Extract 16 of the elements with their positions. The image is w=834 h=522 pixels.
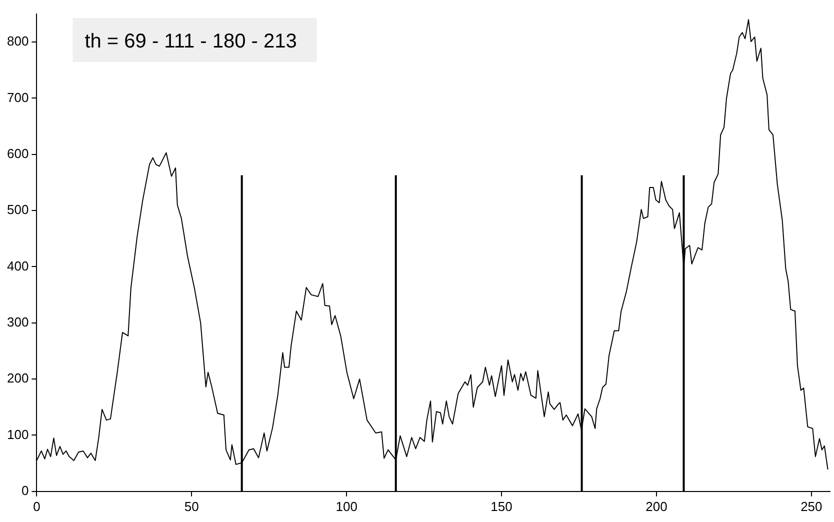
x-tick-label: 200 — [646, 498, 668, 514]
y-tick-label: 700 — [6, 90, 29, 105]
annotation: th = 69 - 111 - 180 - 213 — [84, 30, 297, 53]
y-tick-label: 100 — [6, 426, 29, 442]
y-tick-label: 0 — [21, 482, 29, 498]
y-tick-label: 300 — [6, 314, 29, 330]
y-tick-label: 800 — [6, 34, 29, 49]
x-tick-label: 50 — [184, 498, 199, 514]
y-tick-label: 200 — [6, 370, 29, 386]
x-tick-label: 150 — [490, 498, 512, 514]
y-tick-label: 600 — [6, 146, 29, 161]
y-tick-label: 500 — [6, 202, 29, 218]
x-tick-label: 100 — [336, 498, 358, 514]
x-tick-label: 0 — [33, 498, 40, 514]
y-tick-label: 400 — [6, 258, 29, 274]
x-tick-label: 250 — [800, 498, 822, 514]
